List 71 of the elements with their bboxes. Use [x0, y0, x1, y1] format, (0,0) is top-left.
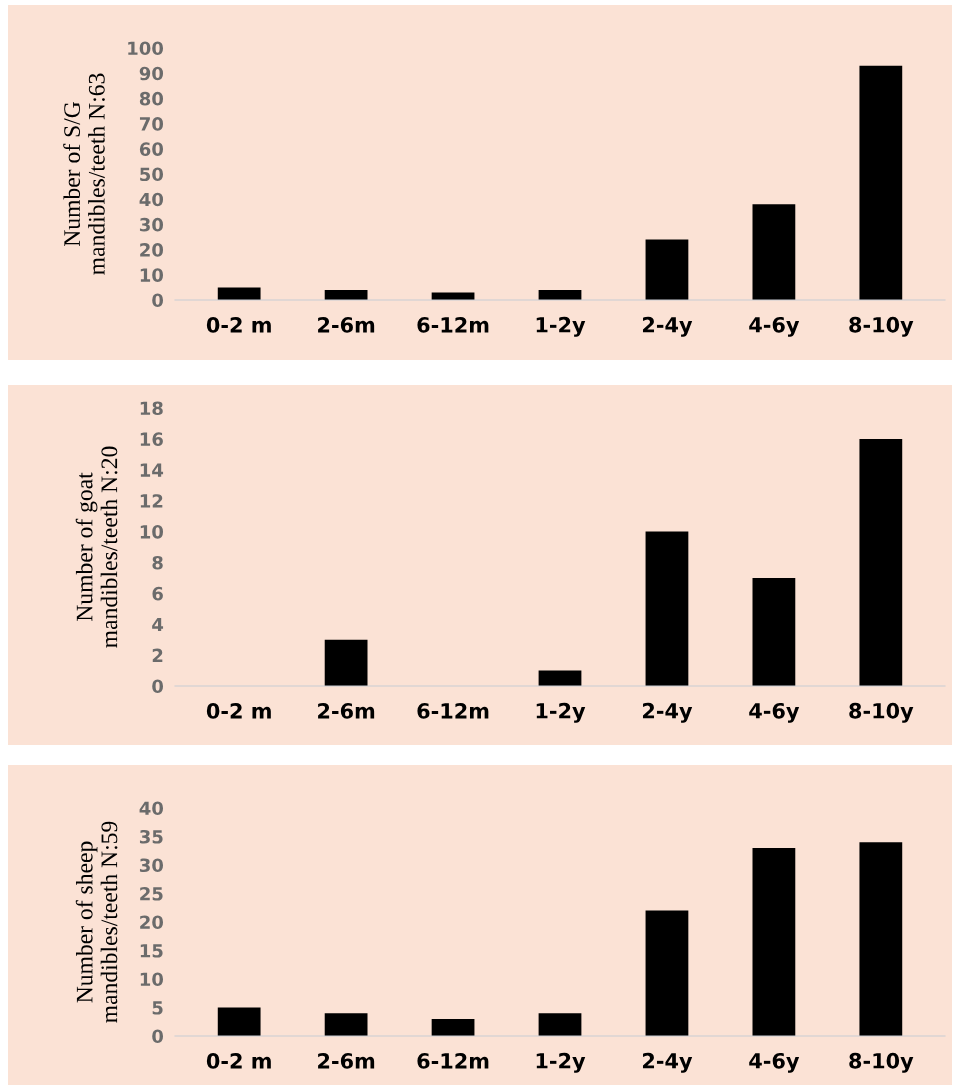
x-tick-label: 1-2y: [536, 702, 586, 723]
y-tick-label: 20: [140, 243, 164, 257]
y-tick-label: 0: [152, 293, 164, 308]
x-tick-label: 6-12m: [417, 703, 489, 719]
x-tick-label: 4-6y: [749, 316, 800, 337]
x-tick-label: 2-6m: [318, 317, 375, 333]
y-tick-label: 18: [140, 401, 163, 416]
bar: [538, 1013, 582, 1036]
y-tick-label: 90: [139, 66, 164, 81]
bar: [431, 1018, 475, 1036]
x-tick-label: 0-2 m: [206, 317, 271, 333]
x-tick-label: 6-12m: [417, 1053, 489, 1069]
x-tick-label: 2-6m: [318, 703, 375, 719]
y-tick-label: 14: [140, 463, 164, 477]
bar: [752, 847, 796, 1036]
y-tick-label: 60: [139, 142, 164, 156]
y-tick-label: 80: [139, 91, 164, 106]
x-tick-label: 1-2y: [536, 1052, 586, 1073]
bar: [324, 1013, 368, 1036]
bar: [645, 239, 689, 300]
x-tick-label: 4-6y: [749, 1052, 800, 1073]
y-tick-label: 4: [152, 617, 164, 632]
y-tick-label: 30: [139, 217, 164, 232]
bar: [645, 531, 689, 686]
x-tick-label: 2-4y: [642, 316, 693, 337]
y-tick-label: 50: [140, 167, 164, 182]
y-tick-label: 100: [128, 41, 164, 56]
y-tick-label: 5: [152, 1001, 163, 1015]
x-tick-label: 6-12m: [417, 317, 489, 333]
y-tick-label: 20: [140, 915, 164, 930]
y-tick-label: 30: [139, 858, 164, 873]
y-tick-label: 70: [139, 117, 164, 131]
x-tick-label: 8-10y: [849, 1052, 914, 1073]
bar: [645, 910, 689, 1036]
y-tick-label: 10: [140, 972, 164, 987]
y-tick-label: 40: [139, 801, 164, 816]
y-tick-label: 12: [140, 494, 163, 508]
x-tick-label: 8-10y: [849, 702, 914, 723]
bar: [324, 639, 368, 686]
bar: [217, 287, 261, 300]
x-tick-label: 0-2 m: [206, 703, 271, 719]
y-tick-label: 2: [152, 648, 163, 662]
bar: [752, 204, 796, 300]
x-tick-label: 2-4y: [642, 702, 693, 723]
x-tick-label: 2-6m: [318, 1053, 375, 1069]
y-axis-title: Number of sheep mandibles/teeth N:59: [75, 821, 118, 1023]
y-tick-label: 10: [140, 525, 164, 539]
y-tick-label: 15: [140, 944, 163, 958]
y-tick-label: 25: [140, 886, 163, 901]
y-tick-label: 6: [152, 586, 163, 601]
bar: [324, 289, 368, 300]
y-tick-label: 40: [139, 192, 164, 207]
bar: [752, 577, 796, 686]
x-tick-label: 8-10y: [849, 316, 914, 337]
bar: [859, 842, 903, 1036]
y-tick-label: 35: [139, 829, 163, 844]
y-axis-title: Number of S/G mandibles/teeth N:63: [63, 73, 105, 275]
y-tick-label: 0: [152, 679, 164, 694]
x-tick-label: 4-6y: [749, 702, 800, 723]
bar: [431, 292, 475, 300]
bar: [859, 65, 903, 300]
bar: [859, 438, 903, 686]
y-tick-label: 0: [152, 1029, 164, 1044]
y-axis-title: Number of goat mandibles/teeth N:20: [75, 446, 118, 648]
x-tick-label: 2-4y: [642, 1052, 693, 1073]
x-tick-label: 0-2 m: [206, 1053, 271, 1069]
y-tick-label: 10: [140, 268, 164, 282]
y-tick-label: 8: [152, 555, 163, 570]
y-tick-label: 16: [140, 432, 163, 447]
x-tick-label: 1-2y: [536, 316, 586, 337]
bar: [217, 1007, 261, 1036]
